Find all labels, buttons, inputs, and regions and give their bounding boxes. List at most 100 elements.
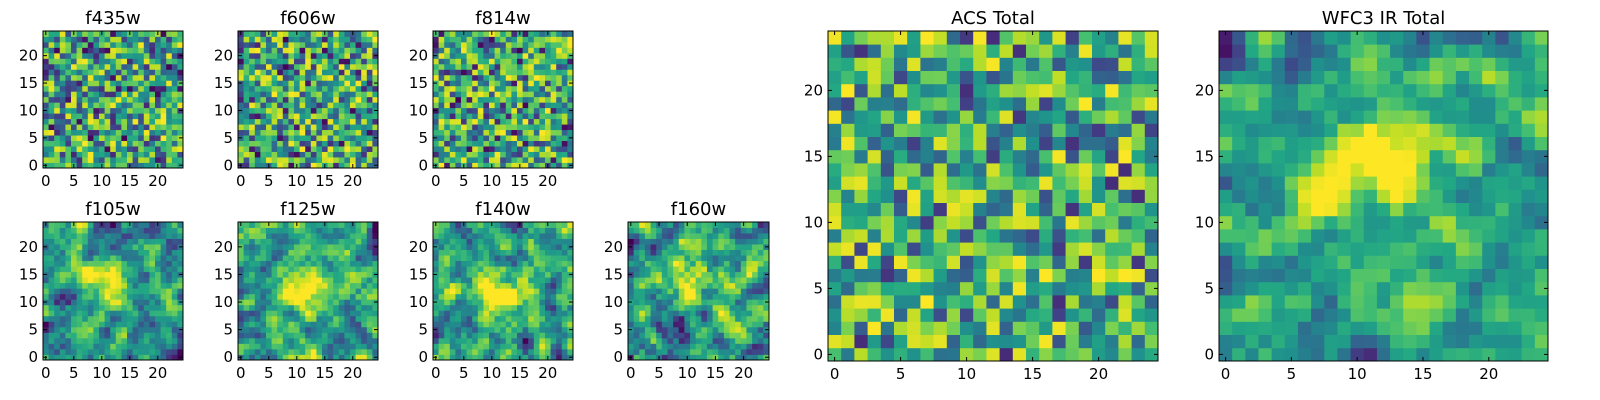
heatmap-cell — [316, 162, 323, 169]
heatmap-cell — [338, 107, 345, 114]
heatmap-cell — [438, 41, 445, 48]
heatmap-cell — [644, 222, 651, 228]
heatmap-cell — [1012, 202, 1027, 217]
heatmap-cell — [712, 288, 719, 295]
heatmap-cell — [477, 260, 484, 267]
heatmap-cell — [1012, 321, 1027, 335]
heatmap-cell — [500, 74, 507, 81]
heatmap-cell — [667, 288, 674, 295]
heatmap-cell — [550, 266, 557, 273]
heatmap-cell — [763, 233, 770, 239]
heatmap-cell — [288, 157, 295, 163]
heatmap-cell — [628, 293, 635, 300]
heatmap-cell — [166, 343, 173, 350]
heatmap-cell — [87, 91, 94, 98]
heatmap-cell — [449, 124, 456, 131]
heatmap-cell — [701, 222, 708, 228]
heatmap-cell — [444, 354, 451, 361]
heatmap-cell — [166, 85, 173, 92]
heatmap-cell — [143, 326, 150, 333]
heatmap-cell — [322, 63, 328, 70]
heatmap-cell — [757, 244, 764, 250]
heatmap-cell — [271, 96, 278, 103]
heatmap-cell — [522, 52, 529, 59]
heatmap-cell — [511, 146, 518, 152]
heatmap-cell — [238, 41, 244, 48]
heatmap-cell — [500, 354, 507, 361]
heatmap-cell — [522, 102, 529, 109]
heatmap-cell — [706, 343, 713, 350]
heatmap-cell — [477, 343, 484, 350]
heatmap-cell — [243, 266, 250, 273]
heatmap-cell — [735, 260, 742, 267]
heatmap-cell — [752, 332, 759, 339]
heatmap-cell — [361, 146, 368, 152]
heatmap-cell — [299, 146, 306, 152]
heatmap-cell — [828, 149, 842, 164]
heatmap-cell — [43, 124, 49, 131]
heatmap-cell — [243, 260, 250, 267]
heatmap-cell — [366, 310, 373, 317]
heatmap-cell — [143, 85, 150, 92]
heatmap-cell — [254, 31, 261, 37]
heatmap-cell — [567, 151, 574, 158]
heatmap-cell — [288, 74, 295, 81]
heatmap-cell — [177, 91, 184, 98]
heatmap-cell — [277, 58, 284, 65]
heatmap-cell — [143, 310, 150, 317]
heatmap-cell — [489, 277, 495, 284]
heatmap-cell — [344, 354, 351, 361]
heatmap-cell — [344, 135, 351, 141]
heatmap-cell — [449, 80, 456, 87]
heatmap-cell — [350, 124, 356, 131]
heatmap-cell — [946, 229, 961, 243]
heatmap-cell — [166, 91, 173, 98]
heatmap-cell — [327, 85, 334, 92]
heatmap-cell — [350, 80, 356, 87]
heatmap-cell — [143, 146, 150, 152]
heatmap-cell — [920, 215, 934, 230]
heatmap-cell — [757, 222, 764, 228]
heatmap-cell — [372, 146, 379, 152]
heatmap-cell — [243, 277, 250, 284]
heatmap-cell — [746, 282, 753, 289]
heatmap-cell — [533, 244, 540, 250]
heatmap-cell — [350, 326, 356, 333]
heatmap-cell — [299, 52, 306, 59]
heatmap-cell — [166, 74, 173, 81]
heatmap-cell — [266, 271, 272, 278]
heatmap-cell — [143, 315, 150, 322]
heatmap-cell — [254, 140, 261, 147]
heatmap-cell — [489, 244, 495, 250]
heatmap-cell — [65, 135, 72, 141]
heatmap-cell — [639, 348, 646, 355]
heatmap-cell — [550, 310, 557, 317]
heatmap-cell — [82, 140, 89, 147]
heatmap-cell — [545, 85, 551, 92]
heatmap-cell — [338, 271, 345, 278]
heatmap-cell — [494, 354, 501, 361]
heatmap-cell — [472, 31, 479, 37]
heatmap-cell — [1012, 215, 1027, 230]
panel-title: f435w — [85, 8, 140, 29]
heatmap-cell — [500, 146, 507, 152]
heatmap-cell — [556, 124, 563, 131]
heatmap-cell — [1052, 242, 1066, 256]
heatmap-cell — [841, 295, 855, 309]
heatmap-cell — [350, 244, 356, 250]
heatmap-cell — [894, 149, 908, 164]
heatmap-cell — [561, 249, 568, 256]
heatmap-cell — [277, 52, 284, 59]
heatmap-cell — [93, 288, 100, 295]
heatmap-cell — [299, 271, 306, 278]
heatmap-cell — [305, 249, 312, 256]
heatmap-cell — [1039, 295, 1053, 309]
heatmap-cell — [1039, 202, 1053, 217]
heatmap-cell — [678, 282, 685, 289]
heatmap-cell — [494, 157, 501, 163]
heatmap-cell — [171, 299, 178, 306]
heatmap-cell — [54, 146, 61, 152]
heatmap-cell — [121, 91, 128, 98]
heatmap-cell — [361, 233, 368, 239]
heatmap-cell — [455, 36, 462, 43]
